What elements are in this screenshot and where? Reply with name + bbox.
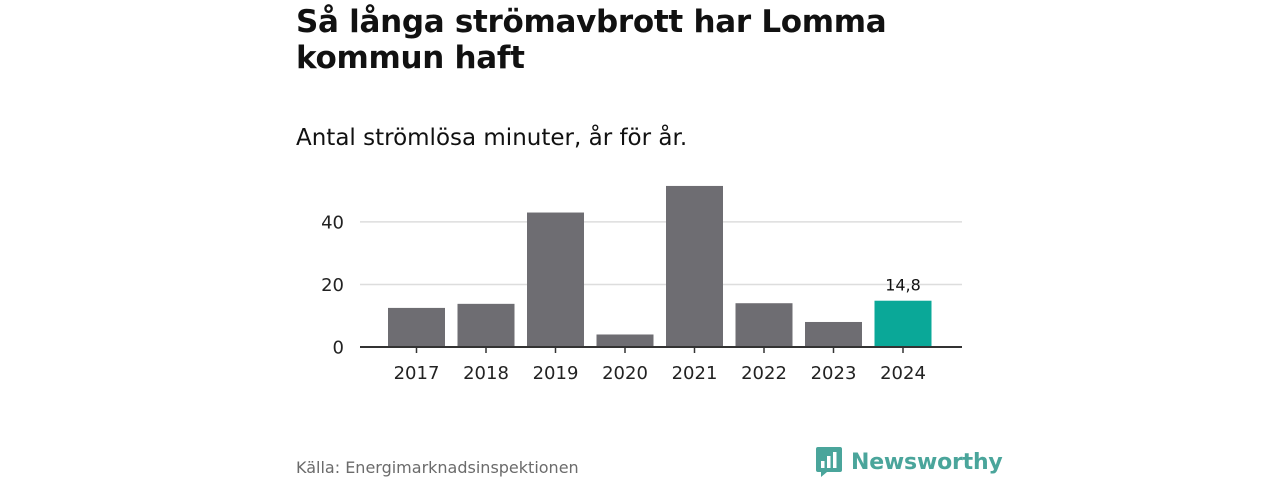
x-tick-label-2021: 2021 bbox=[672, 363, 718, 384]
y-tick-label: 40 bbox=[321, 212, 344, 233]
y-tick-label: 0 bbox=[333, 338, 344, 359]
bar-2021 bbox=[666, 185, 723, 347]
chart-subtitle: Antal strömlösa minuter, år för år. bbox=[296, 125, 688, 151]
x-tick-label-2023: 2023 bbox=[811, 363, 857, 384]
chart-title: Så långa strömavbrott har Lomma kommun h… bbox=[296, 4, 887, 76]
bar-2023 bbox=[805, 321, 862, 347]
brand-logo: Newsworthy bbox=[815, 446, 1003, 478]
labels: 0 20 40 2017 2018 2019 2020 2021 2022 2023 2024 14,… bbox=[321, 212, 926, 384]
bar-2022 bbox=[735, 303, 793, 347]
x-tick-label-2018: 2018 bbox=[463, 363, 509, 384]
x-tick-label-2022: 2022 bbox=[741, 363, 787, 384]
gridlines bbox=[360, 221, 962, 286]
x-tick-label-2024: 2024 bbox=[880, 363, 926, 384]
x-tick-label-2020: 2020 bbox=[602, 363, 648, 384]
axes bbox=[360, 346, 962, 353]
bar-2019 bbox=[527, 212, 584, 347]
bars bbox=[388, 185, 932, 347]
bar-2017 bbox=[388, 307, 445, 347]
bar-2018 bbox=[457, 303, 515, 347]
brand-name: Newsworthy bbox=[851, 449, 1003, 475]
bar-2020 bbox=[596, 334, 654, 347]
bar-2024 bbox=[874, 300, 932, 347]
source-note: Källa: Energimarknadsinspektionen bbox=[296, 458, 579, 477]
x-tick-label-2017: 2017 bbox=[394, 363, 440, 384]
value-label-2024: 14,8 bbox=[885, 276, 921, 295]
x-tick-label-2019: 2019 bbox=[533, 363, 579, 384]
y-tick-label: 20 bbox=[321, 275, 344, 296]
newsworthy-logo-icon bbox=[816, 447, 842, 477]
